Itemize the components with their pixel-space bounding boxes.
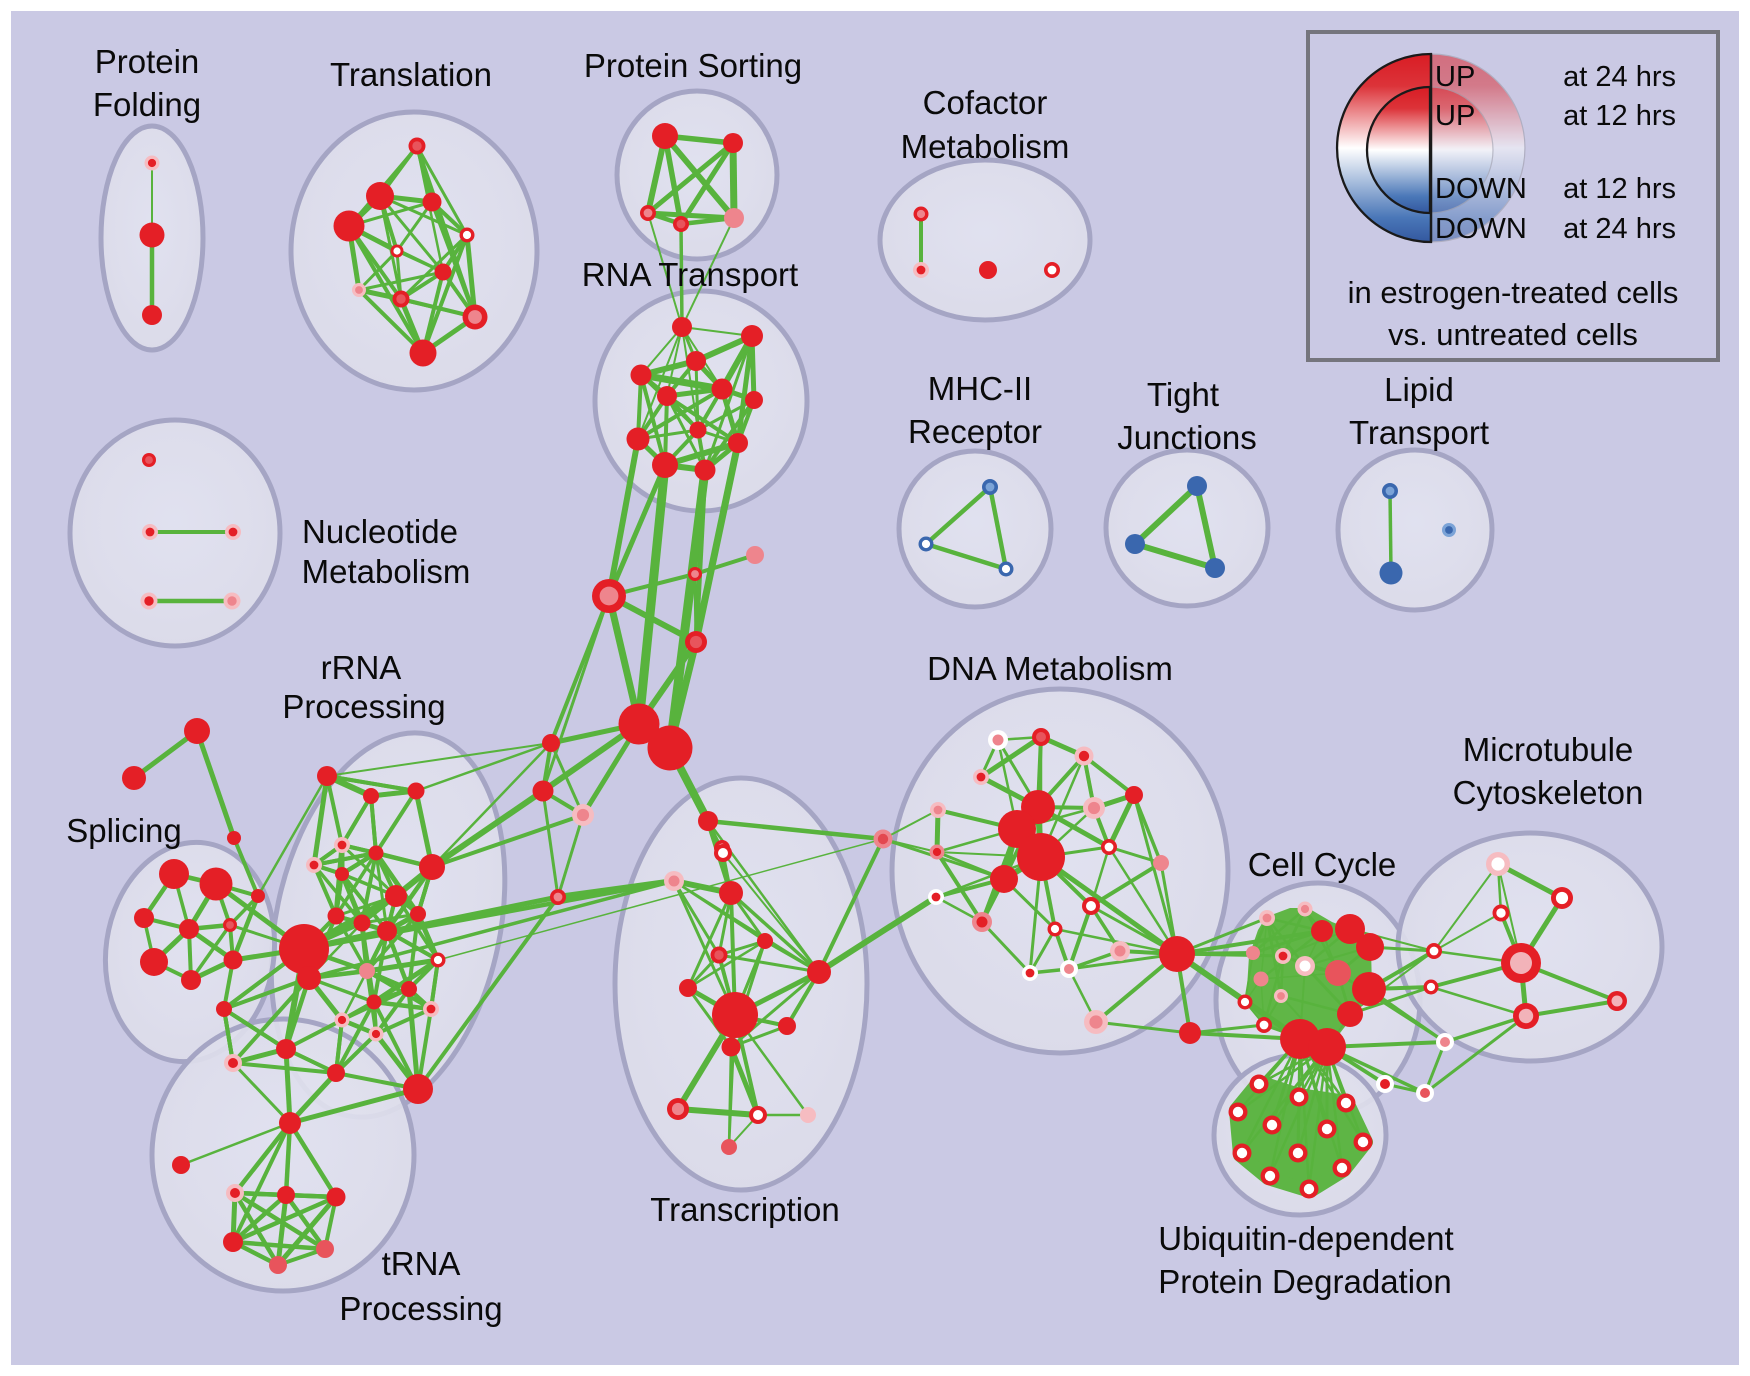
svg-text:at 24 hrs: at 24 hrs <box>1563 213 1676 245</box>
svg-text:Nucleotide: Nucleotide <box>302 513 458 550</box>
svg-text:Receptor: Receptor <box>908 413 1042 450</box>
svg-text:Processing: Processing <box>339 1290 502 1327</box>
svg-text:MHC-II: MHC-II <box>928 370 1032 407</box>
svg-text:Processing: Processing <box>282 688 445 725</box>
svg-text:Cell Cycle: Cell Cycle <box>1248 846 1397 883</box>
svg-text:tRNA: tRNA <box>382 1245 461 1282</box>
svg-text:in estrogen-treated cells: in estrogen-treated cells <box>1348 275 1679 310</box>
svg-text:RNA Transport: RNA Transport <box>582 256 798 293</box>
svg-text:Metabolism: Metabolism <box>302 553 471 590</box>
svg-text:Ubiquitin-dependent: Ubiquitin-dependent <box>1158 1220 1453 1257</box>
svg-text:Folding: Folding <box>93 86 201 123</box>
svg-text:Protein Degradation: Protein Degradation <box>1158 1263 1452 1300</box>
svg-text:UP: UP <box>1435 100 1475 132</box>
svg-text:Protein Sorting: Protein Sorting <box>584 47 802 84</box>
svg-text:Transport: Transport <box>1349 414 1489 451</box>
svg-text:Junctions: Junctions <box>1117 419 1256 456</box>
svg-text:at 24 hrs: at 24 hrs <box>1563 61 1676 93</box>
svg-text:Cytoskeleton: Cytoskeleton <box>1453 774 1644 811</box>
svg-text:at 12 hrs: at 12 hrs <box>1563 100 1676 132</box>
svg-text:Cofactor: Cofactor <box>923 84 1048 121</box>
svg-text:Microtubule: Microtubule <box>1463 731 1634 768</box>
svg-text:Transcription: Transcription <box>650 1191 840 1228</box>
svg-text:Splicing: Splicing <box>66 812 182 849</box>
svg-text:at 12 hrs: at 12 hrs <box>1563 173 1676 205</box>
svg-text:rRNA: rRNA <box>321 649 402 686</box>
svg-text:Lipid: Lipid <box>1384 371 1454 408</box>
svg-text:Metabolism: Metabolism <box>901 128 1070 165</box>
svg-text:Tight: Tight <box>1147 376 1219 413</box>
svg-text:UP: UP <box>1435 61 1475 93</box>
svg-text:DOWN: DOWN <box>1435 173 1527 205</box>
svg-text:Protein: Protein <box>95 43 200 80</box>
svg-text:DNA Metabolism: DNA Metabolism <box>927 650 1173 687</box>
svg-text:vs. untreated cells: vs. untreated cells <box>1388 317 1638 352</box>
svg-text:Translation: Translation <box>330 56 492 93</box>
svg-text:DOWN: DOWN <box>1435 213 1527 245</box>
